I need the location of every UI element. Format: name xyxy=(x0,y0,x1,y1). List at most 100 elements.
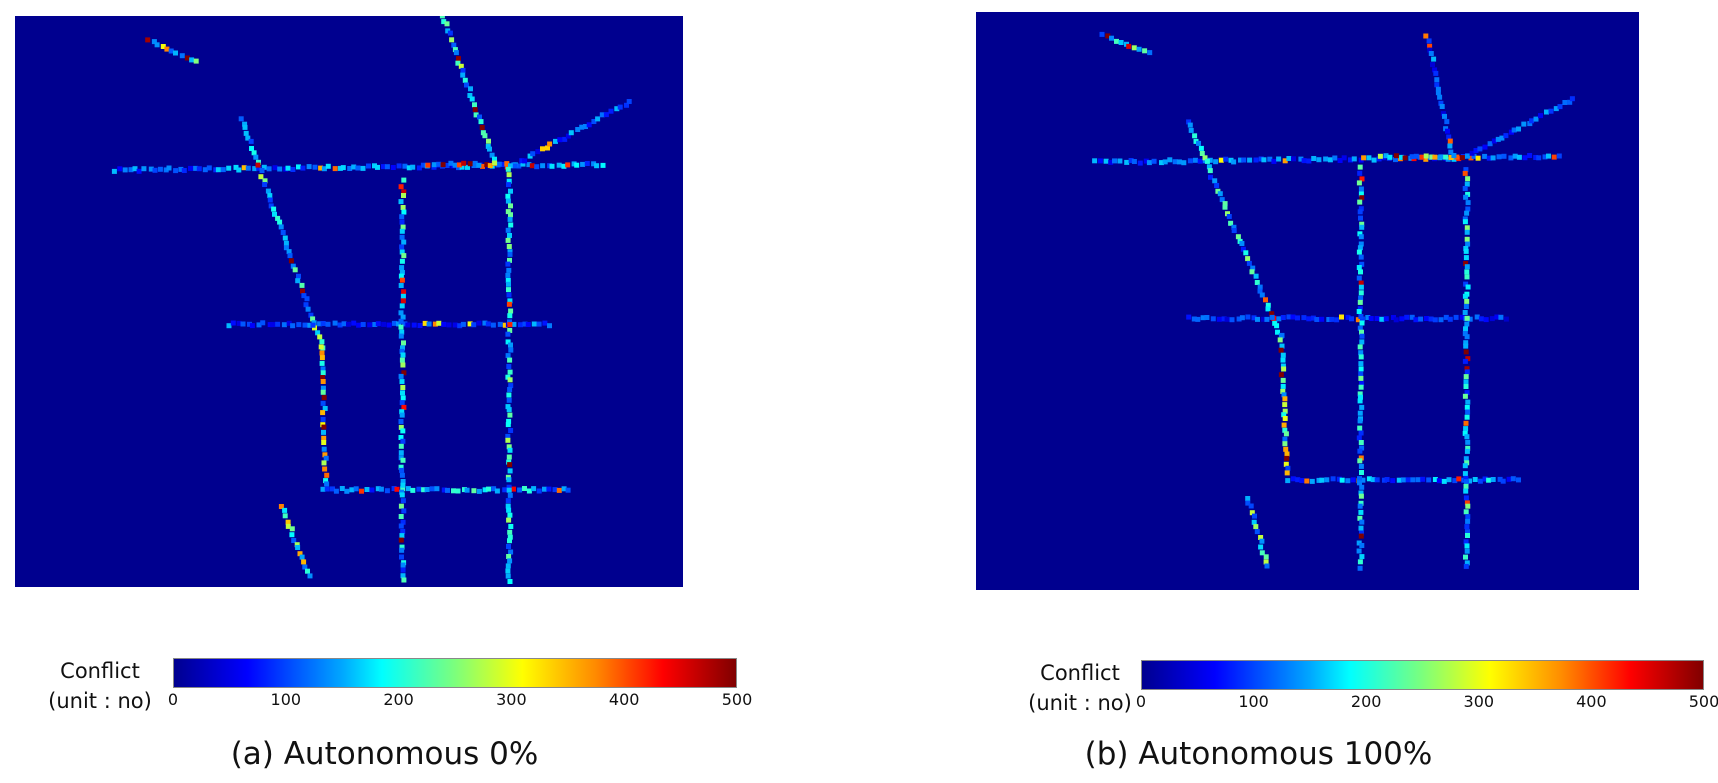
heatmap-cell xyxy=(1423,33,1429,39)
heatmap-cell xyxy=(341,321,347,327)
heatmap-cell xyxy=(1359,519,1365,525)
heatmap-cell xyxy=(410,487,416,493)
heatmap-cell xyxy=(312,164,318,170)
heatmap-cell xyxy=(1309,478,1315,484)
heatmap-cell xyxy=(1298,156,1304,162)
heatmap-cell xyxy=(1438,317,1444,323)
heatmap-cell xyxy=(511,486,516,492)
heatmap-cell xyxy=(1463,495,1469,501)
heatmap-cell xyxy=(1280,352,1286,358)
heatmap-cell xyxy=(1467,316,1473,322)
heatmap-cell xyxy=(1358,493,1364,499)
heatmap-cell xyxy=(525,322,531,327)
heatmap-cell xyxy=(202,167,208,173)
heatmap-cell xyxy=(1285,478,1291,484)
road-segment-upper-horizontal-hotspot xyxy=(1377,153,1471,161)
heatmap-cell xyxy=(290,263,296,269)
heatmap-cell xyxy=(507,447,513,453)
heatmap-cell xyxy=(508,428,514,433)
heatmap-cell xyxy=(1463,456,1469,462)
heatmap-cell xyxy=(1239,315,1245,321)
heatmap-cell xyxy=(401,508,407,514)
heatmap-cell xyxy=(482,487,488,493)
heatmap-cell xyxy=(1112,158,1117,164)
heatmap-cell xyxy=(489,152,495,158)
heatmap-cell xyxy=(1361,155,1367,161)
heatmap-cell xyxy=(476,488,482,494)
heatmap-cell xyxy=(1483,317,1489,323)
heatmap-cell xyxy=(1463,349,1469,355)
heatmap-cell xyxy=(297,551,303,557)
heatmap-cell xyxy=(1358,371,1364,377)
heatmap-cell xyxy=(1306,158,1312,164)
heatmap-cell xyxy=(1357,425,1363,431)
heatmap-cell xyxy=(1404,314,1410,320)
heatmap-cell xyxy=(272,165,278,171)
heatmap-cell xyxy=(317,334,323,340)
heatmap-cell xyxy=(305,306,311,312)
heatmap-cell xyxy=(1465,399,1471,405)
heatmap-cell xyxy=(1486,477,1492,483)
heatmap-cell xyxy=(1231,228,1237,233)
heatmap-cell xyxy=(614,106,620,112)
heatmap-cell xyxy=(591,161,597,167)
heatmap-cell xyxy=(406,165,412,171)
heatmap-cell xyxy=(282,513,288,519)
heatmap-cell xyxy=(1261,157,1267,163)
heatmap-cell xyxy=(1359,554,1365,560)
heatmap-cell xyxy=(242,121,248,127)
heatmap-cell xyxy=(351,164,357,170)
heatmap-cell xyxy=(320,389,326,395)
heatmap-cell xyxy=(340,165,346,171)
heatmap-cell xyxy=(461,160,467,166)
heatmap-cell xyxy=(1463,509,1469,515)
heatmap-cell xyxy=(179,53,185,59)
heatmap-cell xyxy=(1097,158,1103,164)
heatmap-cell xyxy=(1464,414,1470,420)
heatmap-cell xyxy=(1214,183,1220,188)
heatmap-cell xyxy=(1522,155,1528,161)
heatmap-cell xyxy=(451,488,456,494)
heatmap-cell xyxy=(1357,325,1363,331)
heatmap-cell xyxy=(1399,154,1405,160)
heatmap-cell xyxy=(1336,476,1342,482)
colorbar-tick: 500 xyxy=(721,690,753,709)
heatmap-cell xyxy=(360,165,366,171)
heatmap-cell xyxy=(553,138,558,144)
heatmap-cell xyxy=(1092,158,1098,164)
heatmap-cell xyxy=(600,162,606,168)
heatmap-cell xyxy=(491,486,497,492)
heatmap-cell xyxy=(1424,316,1429,321)
heatmap-cell xyxy=(401,193,406,198)
heatmap-cell xyxy=(1495,136,1501,142)
heatmap-cell xyxy=(230,320,236,326)
heatmap-cell xyxy=(1259,538,1265,544)
heatmap-cell xyxy=(1192,133,1198,139)
heatmap-cell xyxy=(384,164,390,170)
heatmap-cell xyxy=(320,375,326,380)
heatmap-cell xyxy=(1435,90,1441,96)
heatmap-cell xyxy=(1264,316,1270,322)
heatmap-cell xyxy=(536,488,542,494)
heatmap-cell xyxy=(384,488,390,494)
heatmap-cell xyxy=(391,486,397,491)
heatmap-cell xyxy=(1316,477,1322,483)
heatmap-cell xyxy=(1358,191,1364,197)
heatmap-cell xyxy=(296,273,301,279)
heatmap-cell xyxy=(1191,316,1197,322)
heatmap-cell xyxy=(1459,314,1465,320)
heatmap-cell xyxy=(1446,134,1452,140)
heatmap-cell xyxy=(1451,156,1457,162)
heatmap-cell xyxy=(507,558,513,564)
heatmap-cell xyxy=(506,172,512,178)
heatmap-cell xyxy=(1471,153,1477,159)
heatmap-cell xyxy=(1283,461,1289,467)
heatmap-cell xyxy=(359,488,364,494)
heatmap-cell xyxy=(1463,475,1469,481)
heatmap-cell xyxy=(178,166,184,172)
heatmap-cell xyxy=(494,488,500,494)
heatmap-cell xyxy=(505,503,511,509)
heatmap-cell xyxy=(364,487,370,492)
heatmap-cell xyxy=(294,542,300,548)
heatmap-cell xyxy=(243,130,249,136)
